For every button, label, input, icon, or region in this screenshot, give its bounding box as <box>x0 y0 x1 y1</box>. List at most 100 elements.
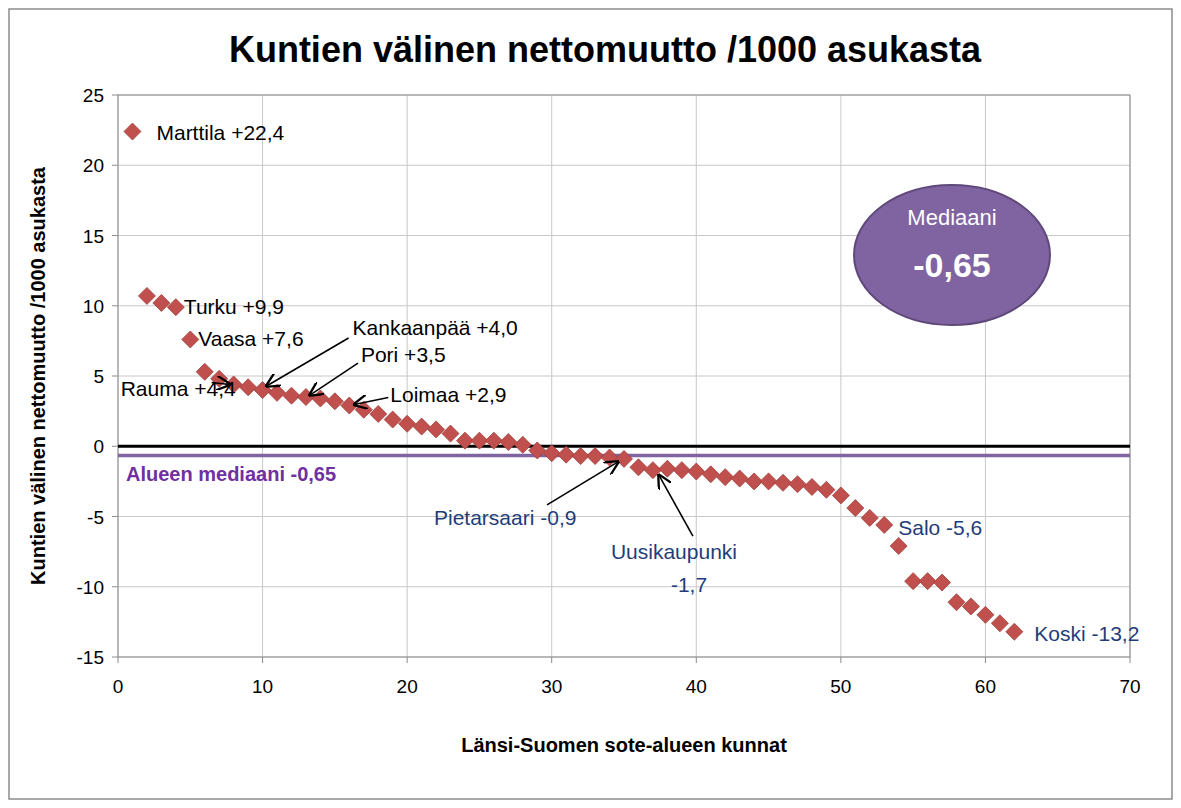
x-grid-line <box>407 95 408 657</box>
point <box>760 473 777 490</box>
x-tick-label: 20 <box>397 676 418 697</box>
title: Kuntien välinen nettomuutto /1000 asukas… <box>229 29 982 70</box>
x-tick-label: 60 <box>975 676 996 697</box>
point <box>240 379 257 396</box>
x-grid-line <box>551 95 552 657</box>
chart: -15-10-50510152025010203040506070Alueen … <box>0 0 1181 808</box>
point <box>991 615 1008 632</box>
point <box>138 287 155 304</box>
point <box>717 469 734 486</box>
annotation: Pori +3,5 <box>361 343 446 366</box>
point <box>428 421 445 438</box>
point <box>876 516 893 533</box>
y-tick-label: 20 <box>83 155 104 176</box>
point <box>269 384 286 401</box>
point <box>283 387 300 404</box>
y-tick-label: 15 <box>83 226 104 247</box>
y-tick-label: 10 <box>83 296 104 317</box>
x-tick-label: 10 <box>252 676 273 697</box>
annotation-arrow <box>547 462 618 505</box>
zero-line <box>118 445 1130 448</box>
y-tick-label: -15 <box>77 647 104 668</box>
point <box>616 450 633 467</box>
outer-frame <box>9 9 1172 799</box>
median-label: Alueen mediaani -0,65 <box>126 463 336 485</box>
y-tick <box>112 376 118 377</box>
point <box>1006 623 1023 640</box>
point <box>962 598 979 615</box>
x-tick-label: 30 <box>541 676 562 697</box>
point <box>485 432 502 449</box>
point <box>182 331 199 348</box>
point <box>341 397 358 414</box>
median-box-title: Mediaani <box>907 205 996 230</box>
point <box>297 389 314 406</box>
annotation-arrow <box>310 363 358 395</box>
point <box>326 393 343 410</box>
x-tick <box>407 657 408 663</box>
y-tick <box>112 305 118 306</box>
point <box>775 474 792 491</box>
point <box>529 442 546 459</box>
point <box>861 509 878 526</box>
x-grid-line <box>840 95 841 657</box>
median-box <box>854 185 1050 325</box>
point <box>847 500 864 517</box>
x-tick-label: 50 <box>830 676 851 697</box>
point <box>500 434 517 451</box>
y-tick-label: 0 <box>93 436 104 457</box>
annotation-arrow <box>267 338 349 386</box>
y-grid-line <box>118 376 1130 377</box>
point <box>442 425 459 442</box>
point <box>702 466 719 483</box>
point <box>977 606 994 623</box>
point <box>789 476 806 493</box>
annotation: Loimaa +2,9 <box>390 383 506 406</box>
x-grid-line <box>985 95 986 657</box>
point <box>399 415 416 432</box>
x-tick-label: 0 <box>113 676 124 697</box>
plot-frame <box>118 95 1130 657</box>
annotation: Pietarsaari -0,9 <box>434 506 576 529</box>
x-axis-label: Länsi-Suomen sote-alueen kunnat <box>461 734 787 756</box>
point <box>124 123 141 140</box>
x-tick <box>840 657 841 663</box>
grid <box>112 95 1130 663</box>
y-tick <box>112 95 118 96</box>
x-tick <box>1130 657 1131 663</box>
point <box>384 411 401 428</box>
point <box>413 418 430 435</box>
annotation: Rauma +4,4 <box>121 377 236 400</box>
annotation-arrow <box>659 475 693 536</box>
annotation: Uusikaupunki-1,7 <box>611 540 737 596</box>
point <box>167 299 184 316</box>
y-tick-label: -10 <box>77 577 104 598</box>
x-tick <box>551 657 552 663</box>
point <box>688 463 705 480</box>
x-tick <box>696 657 697 663</box>
point <box>890 538 907 555</box>
background <box>0 0 1181 808</box>
point <box>832 487 849 504</box>
annotation: Marttila +22,4 <box>156 121 284 144</box>
point <box>934 574 951 591</box>
median-box-value: -0,65 <box>913 246 991 284</box>
annotation: Salo -5,6 <box>898 516 982 539</box>
point <box>803 478 820 495</box>
annotation-arrow <box>354 398 388 405</box>
y-tick-label: -5 <box>87 507 104 528</box>
x-tick-label: 40 <box>686 676 707 697</box>
y-tick <box>112 657 118 658</box>
annotation: Kankaanpää +4,0 <box>353 316 518 339</box>
y-tick-label: 5 <box>93 366 104 387</box>
point <box>731 470 748 487</box>
y-tick <box>112 235 118 236</box>
y-axis-label: Kuntien välinen nettomuutto /1000 asukas… <box>27 166 49 585</box>
point <box>543 445 560 462</box>
point <box>587 448 604 465</box>
point <box>153 294 170 311</box>
x-tick-label: 70 <box>1119 676 1140 697</box>
y-grid-line <box>118 586 1130 587</box>
x-grid-line <box>262 95 263 657</box>
marks <box>118 123 1130 640</box>
